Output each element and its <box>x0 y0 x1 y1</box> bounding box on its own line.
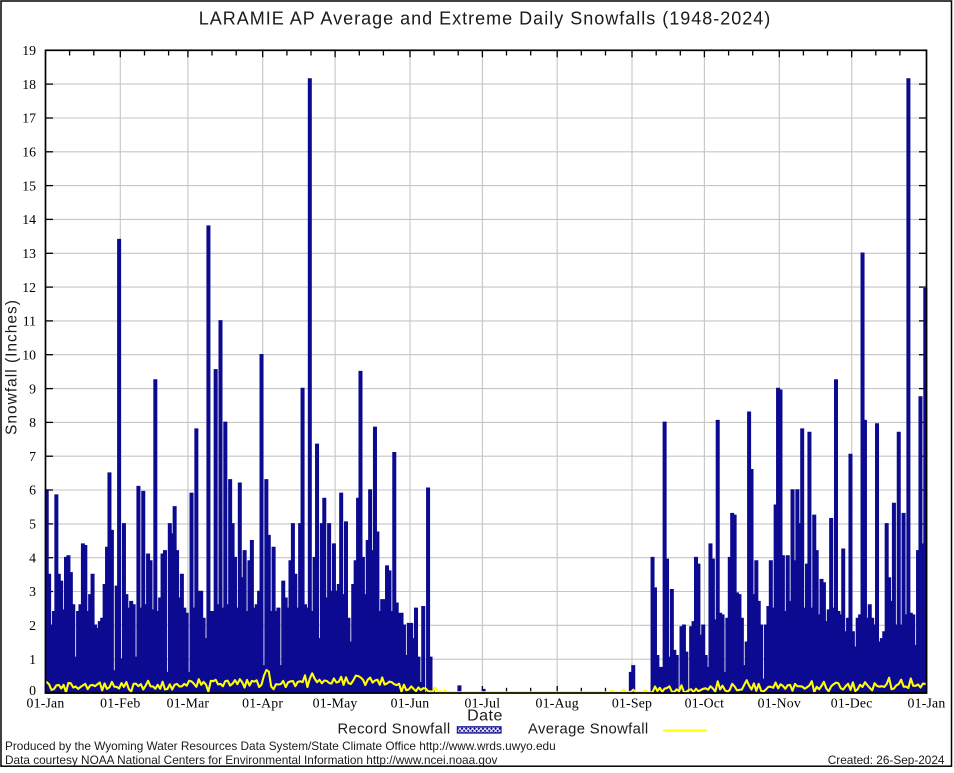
svg-text:17: 17 <box>22 111 36 126</box>
svg-text:18: 18 <box>22 77 36 92</box>
svg-text:01-Apr: 01-Apr <box>242 696 283 711</box>
svg-text:13: 13 <box>22 246 36 261</box>
svg-text:Record Snowfall: Record Snowfall <box>338 722 451 738</box>
svg-text:11: 11 <box>23 314 36 329</box>
svg-text:01-Sep: 01-Sep <box>612 696 652 711</box>
svg-text:7: 7 <box>29 449 36 464</box>
svg-text:12: 12 <box>22 280 36 295</box>
svg-text:Date: Date <box>467 708 503 725</box>
svg-text:3: 3 <box>29 584 36 599</box>
svg-text:2: 2 <box>29 618 36 633</box>
svg-text:01-Feb: 01-Feb <box>100 696 140 711</box>
svg-text:Average Snowfall: Average Snowfall <box>528 722 649 738</box>
svg-text:10: 10 <box>22 347 36 362</box>
svg-text:01-Jul: 01-Jul <box>465 696 501 711</box>
svg-text:01-Nov: 01-Nov <box>758 696 801 711</box>
svg-text:6: 6 <box>29 483 36 498</box>
svg-text:5: 5 <box>29 517 36 532</box>
svg-text:15: 15 <box>22 178 36 193</box>
svg-text:1: 1 <box>29 652 36 667</box>
svg-text:01-Mar: 01-Mar <box>167 696 210 711</box>
svg-text:Snowfall (Inches): Snowfall (Inches) <box>3 299 20 435</box>
svg-text:01-Aug: 01-Aug <box>536 696 579 711</box>
svg-text:Produced by the Wyoming Water: Produced by the Wyoming Water Resources … <box>5 739 556 753</box>
svg-text:Created: 26-Sep-2024: Created: 26-Sep-2024 <box>828 753 945 767</box>
svg-text:01-May: 01-May <box>313 696 358 711</box>
svg-text:01-Jan: 01-Jan <box>908 696 946 711</box>
svg-text:14: 14 <box>22 212 36 227</box>
svg-text:9: 9 <box>29 381 36 396</box>
svg-text:01-Jun: 01-Jun <box>391 696 430 711</box>
svg-text:8: 8 <box>29 415 36 430</box>
svg-text:4: 4 <box>29 550 36 565</box>
svg-text:16: 16 <box>22 145 36 160</box>
svg-text:LARAMIE AP Average and Extreme: LARAMIE AP Average and Extreme Daily Sno… <box>199 9 772 29</box>
svg-text:01-Dec: 01-Dec <box>831 696 873 711</box>
svg-text:01-Jan: 01-Jan <box>27 696 65 711</box>
svg-text:0: 0 <box>29 683 36 698</box>
svg-text:01-Oct: 01-Oct <box>685 696 725 711</box>
svg-text:19: 19 <box>22 43 36 58</box>
svg-text:Data courtesy NOAA National Ce: Data courtesy NOAA National Centers for … <box>5 753 498 767</box>
